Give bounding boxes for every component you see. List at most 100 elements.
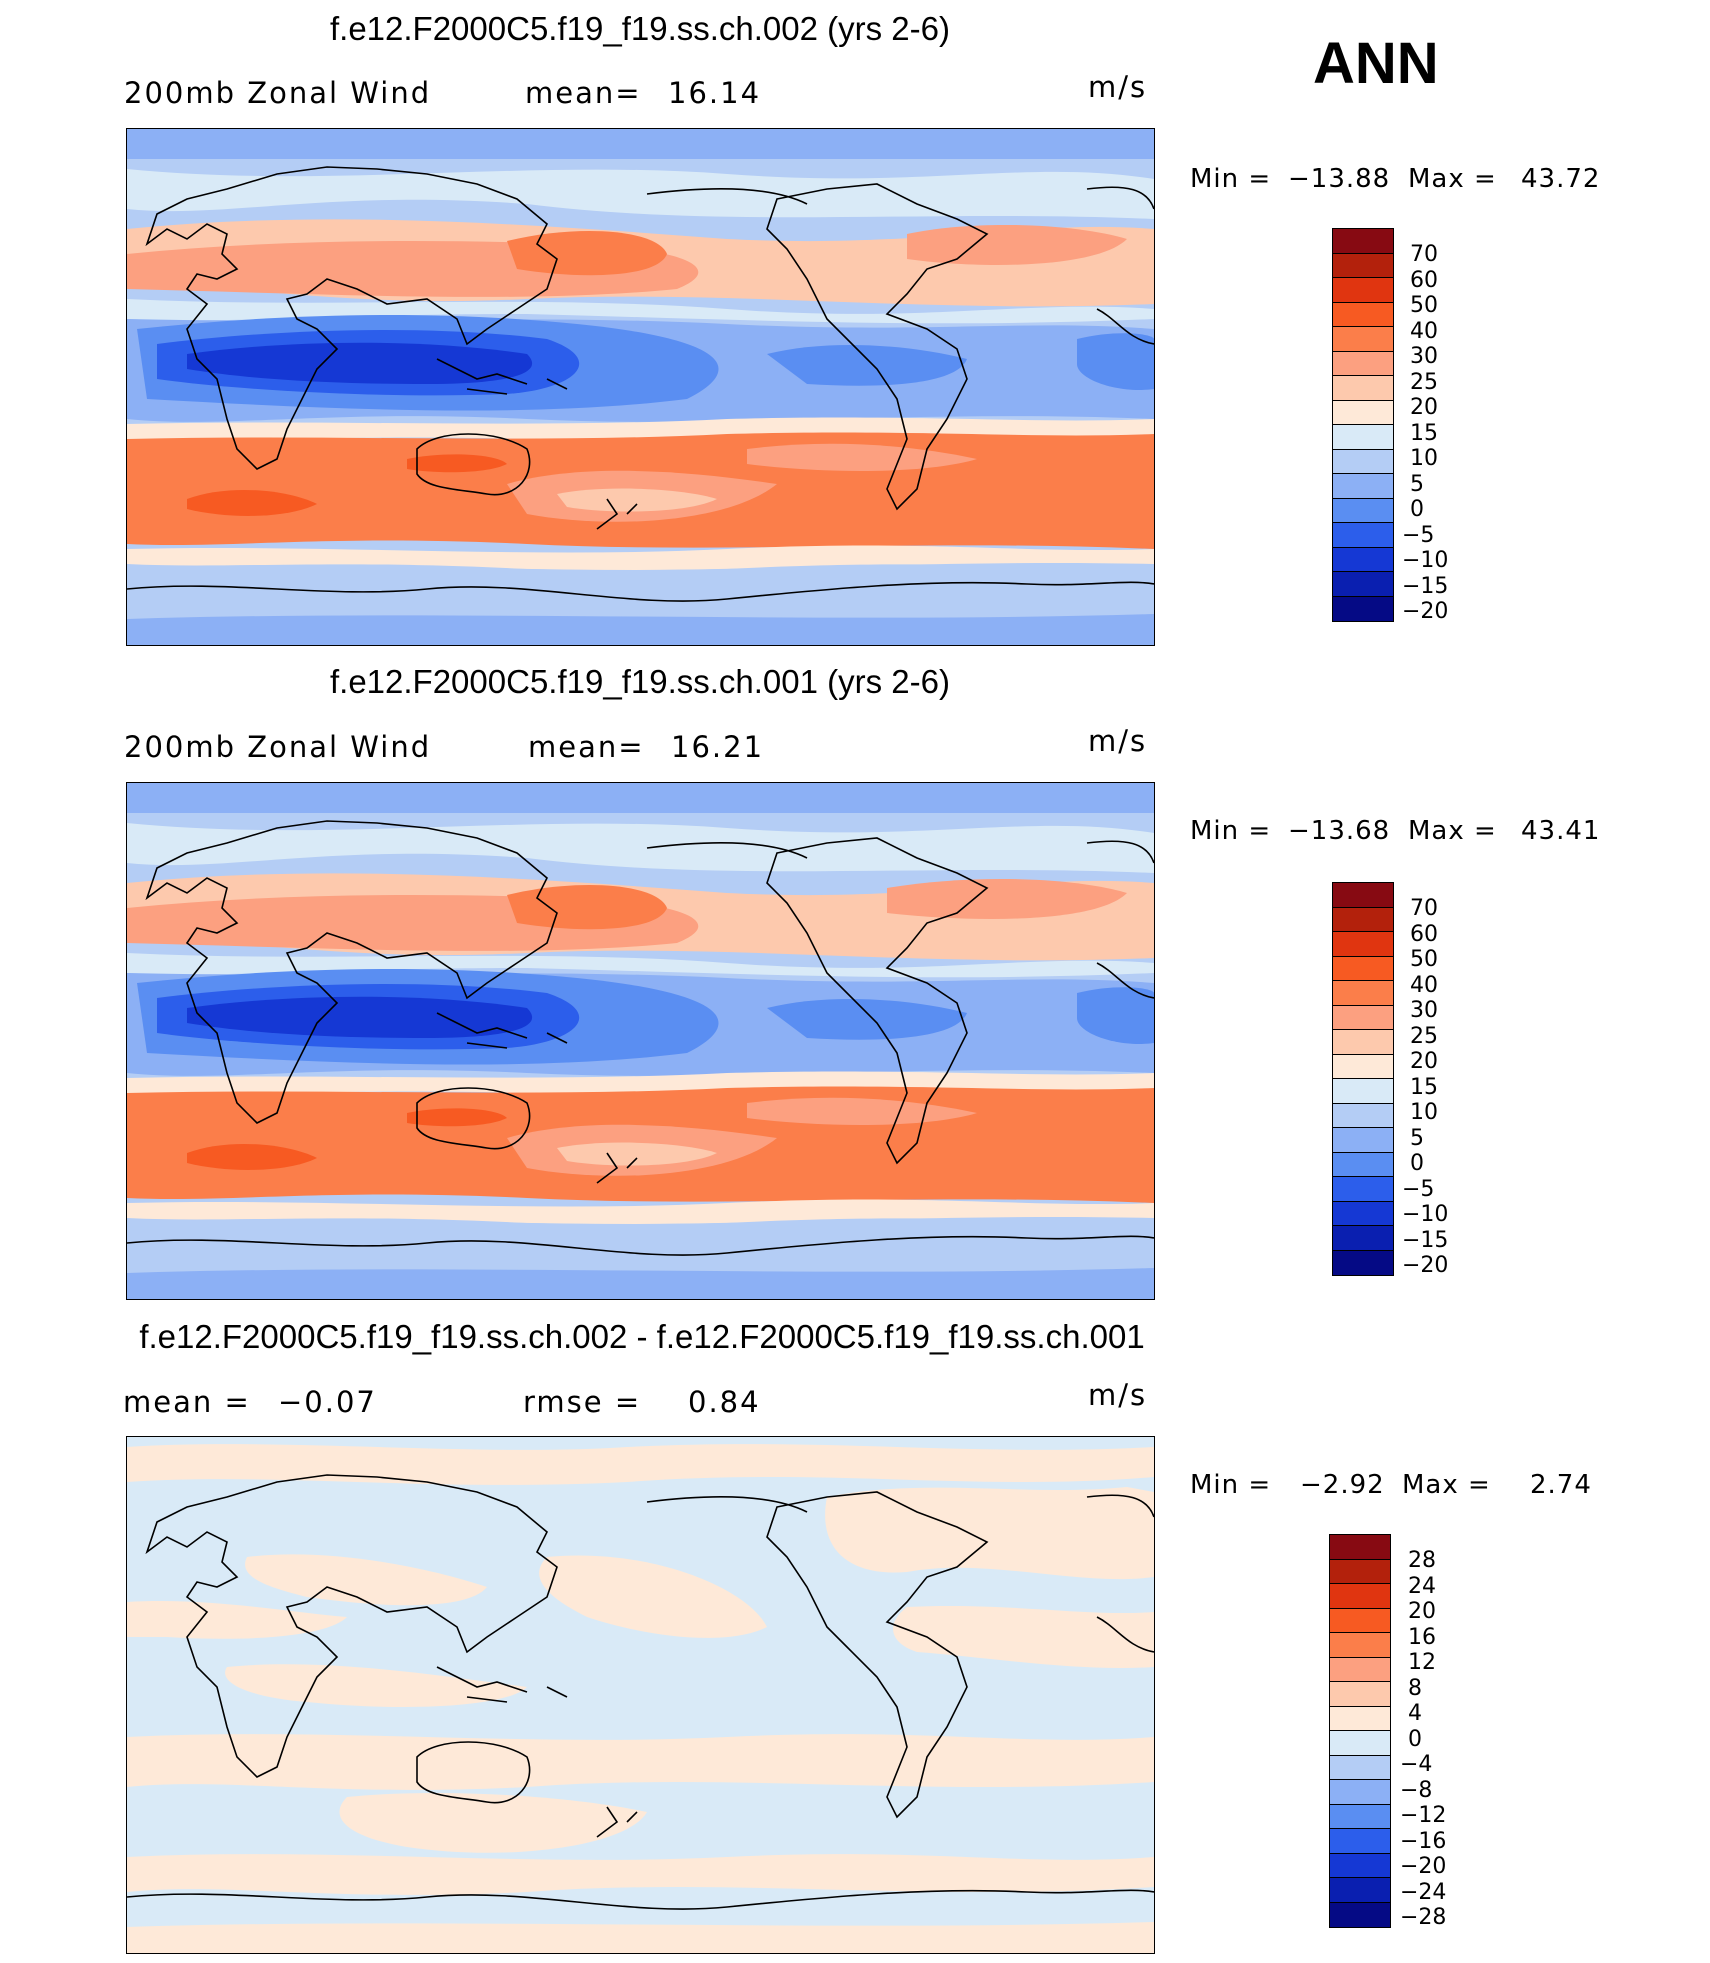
panel-2-map <box>126 782 1155 1300</box>
colorbar-box <box>1333 449 1393 474</box>
colorbar-box <box>1333 523 1393 548</box>
panel-2-min-label: Min = <box>1190 816 1272 846</box>
colorbar-label: 10 <box>1410 1100 1438 1125</box>
colorbar-box <box>1330 1780 1390 1805</box>
colorbar-label: 25 <box>1410 369 1438 395</box>
colorbar-box <box>1333 1177 1393 1202</box>
colorbar-label: −5 <box>1402 522 1435 548</box>
colorbar-label: 8 <box>1408 1675 1422 1701</box>
colorbar-box <box>1333 1079 1393 1104</box>
colorbar-box <box>1333 547 1393 572</box>
colorbar-box <box>1333 883 1393 908</box>
panel-3-title: f.e12.F2000C5.f19_f19.ss.ch.002 - f.e12.… <box>139 1318 1145 1355</box>
colorbar-box <box>1333 229 1393 254</box>
colorbar-label: 40 <box>1410 972 1438 998</box>
colorbar-box <box>1333 425 1393 450</box>
colorbar-label: 20 <box>1410 1049 1438 1074</box>
panel-3-max-label: Max = <box>1402 1470 1491 1500</box>
colorbar-label: −10 <box>1402 1202 1449 1227</box>
colorbar-label: −12 <box>1400 1803 1447 1828</box>
colorbar-label: 15 <box>1410 420 1438 446</box>
colorbar-label: −8 <box>1400 1777 1433 1803</box>
panel-1-map <box>126 128 1155 646</box>
colorbar-box <box>1333 1030 1393 1055</box>
colorbar-label: 60 <box>1410 267 1438 293</box>
colorbar-box <box>1330 1535 1390 1560</box>
colorbar-label: 5 <box>1410 471 1424 497</box>
colorbar-box <box>1330 1853 1390 1878</box>
panel-3-min-label: Min = <box>1190 1470 1272 1500</box>
colorbar-label: 24 <box>1408 1573 1436 1599</box>
colorbar-label: 28 <box>1408 1548 1436 1573</box>
colorbar-label: −16 <box>1400 1828 1447 1854</box>
colorbar-box <box>1330 1829 1390 1854</box>
panel-3-mean-value: −0.07 <box>278 1385 377 1419</box>
panel-1-title: f.e12.F2000C5.f19_f19.ss.ch.002 (yrs 2-6… <box>329 10 950 47</box>
colorbar-box <box>1333 253 1393 278</box>
colorbar-box <box>1333 474 1393 499</box>
panel-3-max-value: 2.74 <box>1530 1470 1592 1500</box>
season-label: ANN <box>1313 31 1439 96</box>
colorbar-box <box>1333 351 1393 376</box>
colorbar-box <box>1330 1584 1390 1609</box>
colorbar-label: 30 <box>1410 998 1438 1023</box>
colorbar-label: 20 <box>1410 395 1438 420</box>
panel-1-max-label: Max = <box>1408 164 1497 194</box>
colorbar-label: 4 <box>1408 1701 1422 1726</box>
colorbar-box <box>1330 1657 1390 1682</box>
colorbar-box <box>1330 1682 1390 1707</box>
panel-2-max-value: 43.41 <box>1521 816 1601 846</box>
colorbar-label: 30 <box>1410 344 1438 369</box>
panel-3-units: m/s <box>1088 1378 1148 1412</box>
panel-3-map <box>126 1436 1155 1954</box>
colorbar-label: 5 <box>1410 1125 1424 1151</box>
colorbar-box <box>1333 498 1393 523</box>
panel-2-units: m/s <box>1088 724 1148 758</box>
colorbar-label: −15 <box>1402 573 1449 599</box>
colorbar-box <box>1333 302 1393 327</box>
panel-2-title: f.e12.F2000C5.f19_f19.ss.ch.001 (yrs 2-6… <box>329 663 950 700</box>
panel-2-mean-value: 16.21 <box>671 730 765 764</box>
colorbar-box <box>1330 1633 1390 1658</box>
colorbar-box <box>1333 376 1393 401</box>
colorbar-box <box>1333 907 1393 932</box>
panel-1-min-label: Min = <box>1190 164 1272 194</box>
colorbar-label: −4 <box>1400 1752 1433 1777</box>
panel-1-mean-label: mean= <box>525 76 642 110</box>
panel-3-rmse-label: rmse = <box>523 1385 642 1419</box>
panel-1-variable-label: 200mb Zonal Wind <box>124 76 432 110</box>
colorbar-label: 60 <box>1410 921 1438 947</box>
colorbar-label: −5 <box>1402 1176 1435 1202</box>
panel-2-max-label: Max = <box>1408 816 1497 846</box>
panel-3-rmse-value: 0.84 <box>688 1385 761 1419</box>
panel-1-min-value: −13.88 <box>1288 164 1391 194</box>
colorbar-label: 15 <box>1410 1074 1438 1100</box>
colorbar-box <box>1333 1152 1393 1177</box>
colorbar-box <box>1333 278 1393 303</box>
colorbar-box <box>1333 1103 1393 1128</box>
colorbar-label: 16 <box>1408 1624 1436 1650</box>
colorbar-box <box>1330 1706 1390 1731</box>
panel-1-max-value: 43.72 <box>1521 164 1601 194</box>
colorbar-label: −20 <box>1402 599 1449 624</box>
colorbar-box <box>1333 1201 1393 1226</box>
colorbar-box <box>1330 1559 1390 1584</box>
colorbar-label: 70 <box>1410 242 1438 267</box>
panel-2-mean-label: mean= <box>528 730 645 764</box>
panel-3-mean-label: mean = <box>123 1385 251 1419</box>
colorbar-label: −15 <box>1402 1227 1449 1253</box>
colorbar-label: 12 <box>1408 1650 1436 1675</box>
colorbar-box <box>1333 1054 1393 1079</box>
colorbar-box <box>1330 1804 1390 1829</box>
colorbar-box <box>1333 932 1393 957</box>
colorbar-label: 0 <box>1410 497 1424 522</box>
colorbar-label: 20 <box>1408 1599 1436 1624</box>
colorbar-box <box>1333 956 1393 981</box>
colorbar-label: −24 <box>1400 1879 1447 1905</box>
panel-2-colorbar <box>1332 882 1394 1276</box>
colorbar-label: 0 <box>1408 1726 1422 1752</box>
colorbar-label: −28 <box>1400 1905 1447 1930</box>
panel-1-mean-value: 16.14 <box>668 76 762 110</box>
colorbar-label: 40 <box>1410 318 1438 344</box>
colorbar-box <box>1333 1005 1393 1030</box>
